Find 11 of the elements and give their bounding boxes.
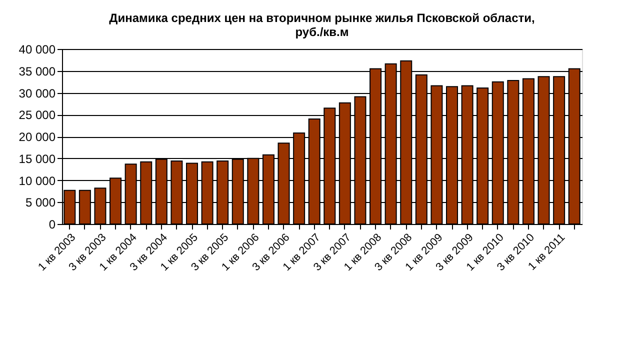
text: Динамика средних цен на вторичном рынке жилья Псковской области,: [109, 11, 535, 25]
y-tick-label: 0: [48, 218, 56, 232]
y-tick-label: 25 000: [18, 108, 56, 122]
y-tick-label: 30 000: [18, 86, 56, 100]
y-tick-label: 5 000: [25, 196, 56, 210]
y-tick-label: 20 000: [18, 130, 56, 144]
text: руб./кв.м: [295, 25, 349, 39]
y-tick-label: 40 000: [18, 42, 56, 56]
y-tick-label: 15 000: [18, 152, 56, 166]
y-tick-label: 35 000: [18, 64, 56, 78]
y-tick-label: 10 000: [18, 174, 56, 188]
